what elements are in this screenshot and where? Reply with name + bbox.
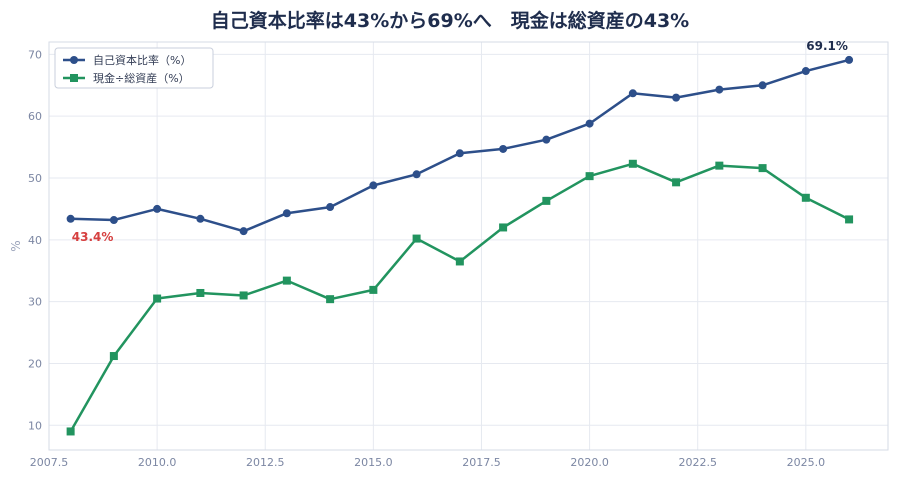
legend-label: 現金÷総資産（%） [93,71,190,85]
series-2 [66,159,854,436]
series-2-point [672,178,681,187]
x-tick-label: 2017.5 [462,456,501,469]
legend-item: 現金÷総資産（%） [63,71,190,85]
series-2-line [69,162,850,433]
y-tick-label: 10 [28,419,42,432]
axis-ticks: 10 20 30 40 50 60 70 2007.5 2010.0 2012.5 2015.0 20… [28,48,825,469]
series-1-point [66,214,75,223]
series-2-point [109,352,118,361]
grid-lines [48,42,888,450]
series-1-point [455,149,464,158]
plot-area-frame [48,41,889,451]
series-1-point [109,216,118,225]
x-tick-label: 2025.0 [787,456,826,469]
series-1-point [282,209,291,218]
series-2-point [455,257,464,266]
series-1-point [758,81,767,90]
x-tick-label: 2015.0 [354,456,393,469]
series-1-point [542,135,551,144]
x-tick-label: 2007.5 [30,456,69,469]
series-2-point [715,161,724,170]
chart-title: 自己資本比率は43%から69%へ 現金は総資産の43% [210,10,690,32]
y-tick-label: 20 [28,357,42,370]
series-2-point [239,291,248,300]
series-1-point [369,181,378,190]
series-1-point [801,67,810,76]
series-2-point [628,159,637,168]
legend: 自己資本比率（%） 現金÷総資産（%） [54,47,214,89]
y-tick-label: 30 [28,296,42,309]
series-1-point [845,55,854,64]
series-1-point [153,204,162,213]
series-layer [66,55,854,436]
y-axis-label: % [9,240,23,251]
series-2-point [66,427,75,436]
x-tick-label: 2022.5 [678,456,717,469]
series-2-point [758,164,767,173]
series-2-point [196,288,205,297]
series-2-point [153,294,162,303]
data-label: 69.1% [806,39,848,53]
series-2-point [412,234,421,243]
series-2-point [801,193,810,202]
series-2-point [326,295,335,304]
legend-marker [70,74,78,82]
annotations: 43.4% 69.1% [72,39,848,244]
legend-item: 自己資本比率（%） [63,53,191,67]
x-tick-label: 2012.5 [246,456,285,469]
legend-box [54,47,214,89]
legend-label: 自己資本比率（%） [93,53,191,67]
series-1-point [196,214,205,223]
series-2-point [369,285,378,294]
series-2-point [282,276,291,285]
series-1-point [672,93,681,102]
series-1-point [499,144,508,153]
series-1-point [239,227,248,236]
series-1-point [628,89,637,98]
y-tick-label: 70 [28,48,42,61]
y-tick-label: 50 [28,172,42,185]
series-2-point [542,196,551,205]
series-1-point [326,203,335,212]
series-1-point [585,119,594,128]
legend-marker [70,56,78,64]
series-2-point [499,223,508,232]
x-tick-label: 2010.0 [138,456,177,469]
series-1 [66,55,854,236]
series-2-point [845,215,854,224]
data-label: 43.4% [72,230,114,244]
series-1-point [715,85,724,94]
y-tick-label: 40 [28,234,42,247]
y-tick-label: 60 [28,110,42,123]
series-1-point [412,170,421,179]
series-2-point [585,172,594,181]
x-tick-label: 2020.0 [570,456,609,469]
